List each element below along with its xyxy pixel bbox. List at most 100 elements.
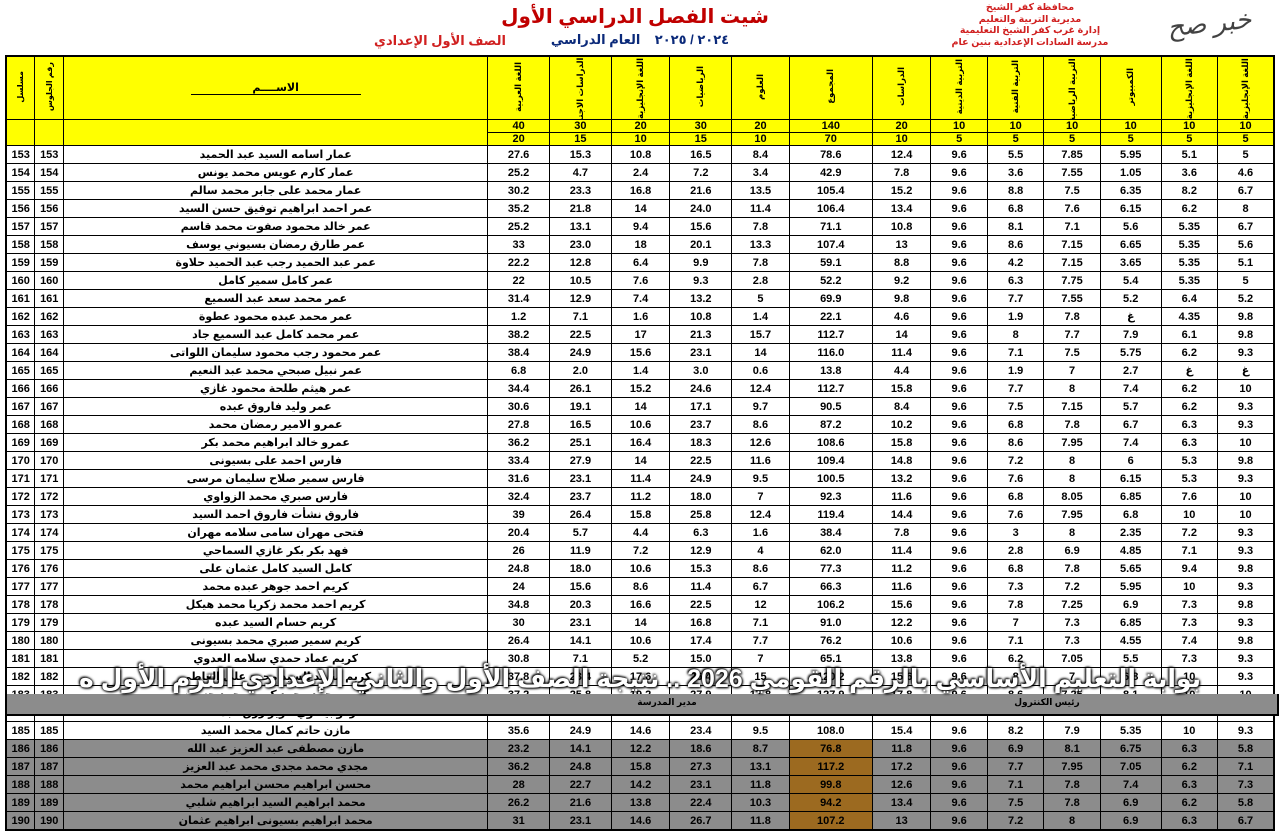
cell-score: 7.3 <box>1160 595 1219 614</box>
cell-score: 14 <box>731 343 790 362</box>
cell-score: 7.8 <box>871 163 932 182</box>
cell-score: 7 <box>731 487 790 506</box>
cell-score: 11.6 <box>871 487 932 506</box>
cell-score: 7.1 <box>549 307 612 326</box>
cell-score: 6.7 <box>1217 811 1275 831</box>
cell-score: 1.6 <box>610 307 671 326</box>
cell-score: 1.2 <box>487 307 550 326</box>
governorate-label: محافظة كفر الشيخ <box>985 2 1075 13</box>
cell-score: 12.8 <box>549 253 612 272</box>
cell-score: 7.3 <box>986 577 1045 596</box>
cell-score: 11.2 <box>871 559 932 578</box>
cell-serial: 177 <box>5 577 36 596</box>
cell-seat-number: 172 <box>34 487 65 506</box>
name-spacer <box>63 119 489 146</box>
cell-score: 20.1 <box>669 235 733 254</box>
cell-score: 8 <box>986 667 1045 686</box>
cell-score: 9.6 <box>930 613 988 632</box>
cell-serial: 188 <box>5 775 36 794</box>
cell-score: 10 <box>1217 487 1275 506</box>
max-score: 10 <box>1043 119 1101 133</box>
cell-score: 5.7 <box>549 523 612 542</box>
cell-score: 6.3 <box>986 271 1045 290</box>
cell-serial: 154 <box>5 163 36 182</box>
cell-seat-number: 169 <box>34 433 65 452</box>
cell-score: 25.2 <box>487 163 550 182</box>
cell-score: 30.2 <box>487 181 550 200</box>
cell-score: 9.5 <box>731 721 790 740</box>
cell-score: 5.95 <box>1099 145 1162 164</box>
cell-score: 9.6 <box>930 721 988 740</box>
cell-total: 94.2 <box>788 793 873 812</box>
cell-score: 27.3 <box>669 757 733 776</box>
cell-total: 107.2 <box>788 811 873 831</box>
cell-score: 7.1 <box>1217 757 1275 776</box>
cell-score: 26.4 <box>669 667 733 686</box>
school-info-block: محافظة كفر الشيخ مديرية التربية والتعليم… <box>880 2 1180 48</box>
cell-score: 39 <box>487 505 550 524</box>
cell-score: 18.0 <box>669 487 733 506</box>
cell-seat-number: 161 <box>34 289 65 308</box>
cell-score: 1.4 <box>731 307 790 326</box>
cell-score: 5.35 <box>1160 271 1219 290</box>
cell-seat-number: 173 <box>34 505 65 524</box>
cell-score: 34.8 <box>487 595 550 614</box>
cell-score: 7.1 <box>986 775 1045 794</box>
cell-serial: 157 <box>5 217 36 236</box>
cell-total: 91.0 <box>788 613 873 632</box>
cell-score: 6.85 <box>1099 487 1162 506</box>
cell-score: 6.15 <box>1099 469 1162 488</box>
cell-score: 15.8 <box>610 757 671 776</box>
cell-score: 9.5 <box>731 469 790 488</box>
cell-score: 12.4 <box>731 505 790 524</box>
cell-score: 12.4 <box>871 145 932 164</box>
cell-score: 13.3 <box>731 235 790 254</box>
cell-seat-number: 177 <box>34 577 65 596</box>
cell-score: 5.8 <box>1217 793 1275 812</box>
cell-score: 15.4 <box>871 721 932 740</box>
cell-score: 5.1 <box>1217 253 1275 272</box>
cell-score: 1.05 <box>1099 163 1162 182</box>
cell-score: 18.6 <box>669 739 733 758</box>
cell-score: 25.1 <box>549 433 612 452</box>
cell-score: 8.05 <box>1043 487 1101 506</box>
col-header-art-education: التربية الفنية <box>986 55 1045 120</box>
max-score: 10 <box>1160 119 1219 133</box>
cell-score: 18.3 <box>669 433 733 452</box>
cell-score: 27.8 <box>487 415 550 434</box>
cell-student-name: فارس سمير صلاح سليمان مرسى <box>63 469 489 488</box>
cell-score: 6.2 <box>1160 343 1219 362</box>
table-row: 10 7.6 6.85 8.05 6.8 9.6 11.6 92.3 7 18.0 11.2 23.7… <box>5 487 1275 506</box>
cell-score: 23.1 <box>669 343 733 362</box>
cell-serial: 187 <box>5 757 36 776</box>
table-row: 8 6.2 6.15 7.6 6.8 9.6 13.4 106.4 11.4 24.0 14 21.8… <box>5 199 1275 218</box>
cell-score: 9.6 <box>930 325 988 344</box>
cell-score: 6.3 <box>1160 415 1219 434</box>
cell-score: 5.35 <box>1160 235 1219 254</box>
cell-score: 12.6 <box>871 775 932 794</box>
cell-total: 69.9 <box>788 289 873 308</box>
cell-seat-number: 153 <box>34 145 65 164</box>
cell-score: 7.15 <box>1043 253 1101 272</box>
cell-absent: غ <box>1099 307 1162 326</box>
cell-score: 11.4 <box>871 343 932 362</box>
table-row: 10 6.2 7.4 8 7.7 9.6 15.8 112.7 12.4 24.6 15.2 26.1… <box>5 379 1275 398</box>
cell-score: 6.65 <box>1099 235 1162 254</box>
table-row: 6.7 5.35 5.6 7.1 8.1 9.6 10.8 71.1 7.8 15.6 9.4 13.… <box>5 217 1275 236</box>
cell-score: 11.8 <box>871 739 932 758</box>
col-header-arabic: اللغة العربية <box>487 55 550 120</box>
cell-score: 8.8 <box>871 253 932 272</box>
cell-score: 11.9 <box>549 541 612 560</box>
cell-score: 6.8 <box>986 559 1045 578</box>
cell-score: 1.9 <box>986 361 1045 380</box>
cell-score: 9.6 <box>930 379 988 398</box>
table-row: 6.7 6.3 6.9 8 7.2 9.6 13 107.2 11.8 26.7 14.6 23.1 3… <box>5 811 1275 831</box>
cell-score: 8 <box>1217 199 1275 218</box>
min-score: 5 <box>1099 132 1162 146</box>
cell-seat-number: 186 <box>34 739 65 758</box>
cell-score: 7 <box>986 613 1045 632</box>
cell-score: 14.8 <box>871 451 932 470</box>
cell-score: 9.8 <box>1217 451 1275 470</box>
cell-score: 7.4 <box>1099 775 1162 794</box>
cell-score: 9.6 <box>930 451 988 470</box>
